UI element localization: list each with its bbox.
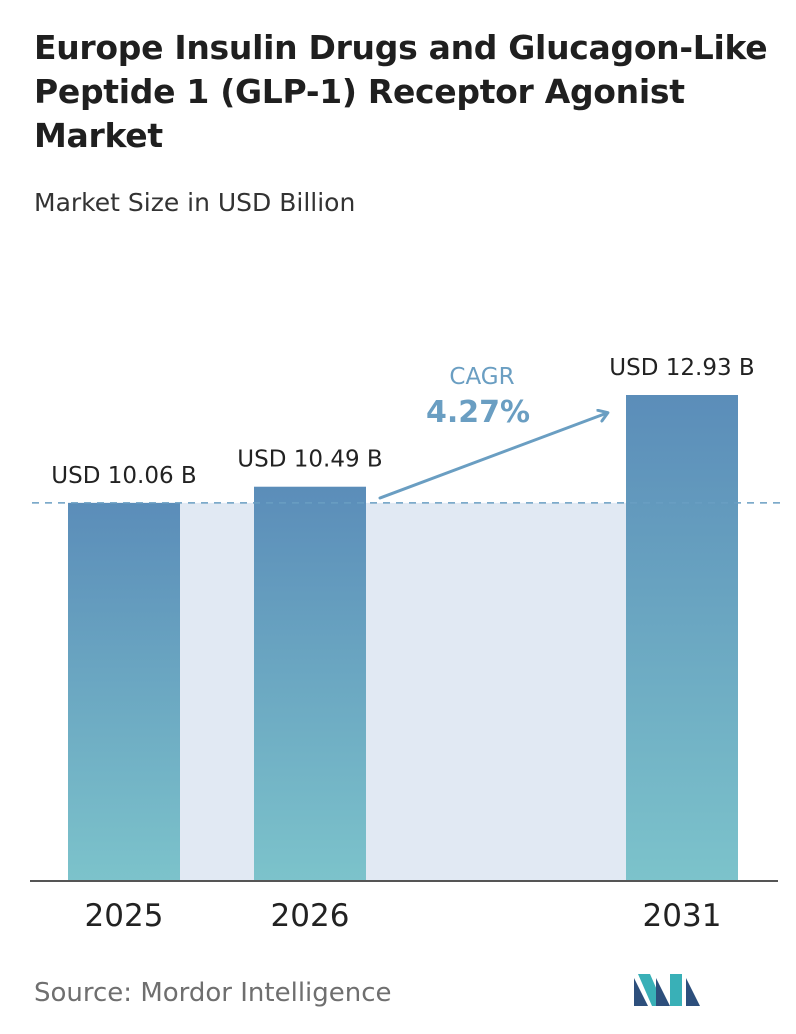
- value-label-2031: USD 12.93 B: [609, 355, 754, 381]
- bar-2025: [68, 502, 180, 881]
- category-label-2031: 2031: [643, 898, 722, 934]
- cagr-value: 4.27%: [426, 395, 530, 430]
- chart-subtitle: Market Size in USD Billion: [34, 188, 356, 217]
- category-label-2026: 2026: [271, 898, 350, 934]
- chart-title: Europe Insulin Drugs and Glucagon-Like P…: [34, 28, 768, 155]
- bar-2031: [626, 395, 738, 881]
- value-label-2026: USD 10.49 B: [237, 447, 382, 473]
- value-label-2025: USD 10.06 B: [51, 463, 196, 489]
- mordor-intelligence-logo-icon: [634, 974, 700, 1006]
- bar-chart: CAGR 4.27% USD 10.06 B 2025 USD 10.49 B 2026 U…: [30, 355, 782, 934]
- source-note: Source: Mordor Intelligence: [34, 978, 392, 1008]
- category-label-2025: 2025: [85, 898, 164, 934]
- cagr-arrow: [378, 413, 607, 500]
- cagr-label: CAGR: [449, 364, 514, 390]
- bar-2026: [254, 486, 366, 881]
